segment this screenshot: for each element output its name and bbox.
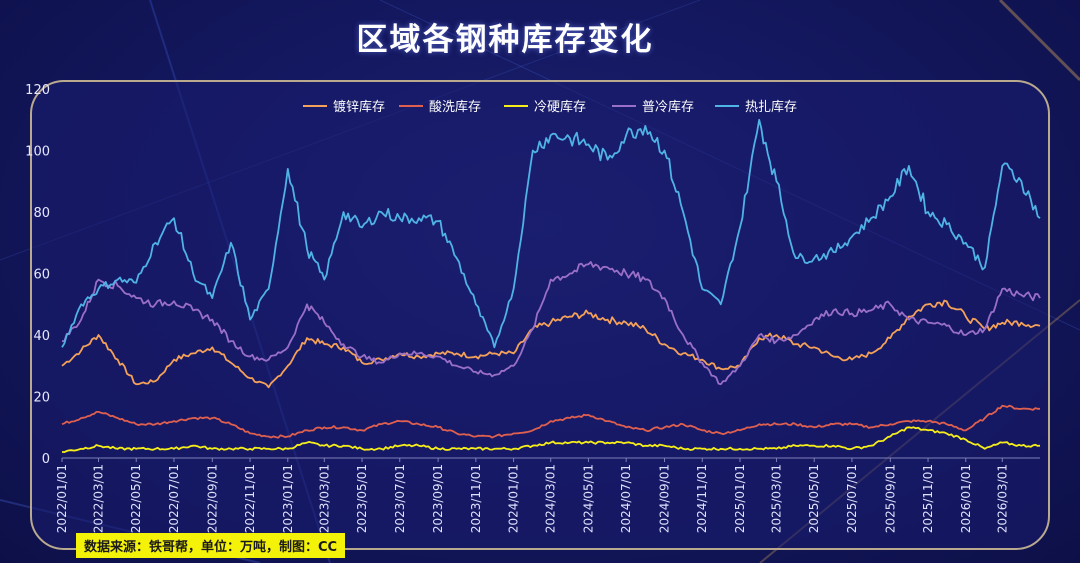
legend-label: 酸洗库存	[429, 99, 481, 115]
series-line-冷硬库存	[61, 426, 1041, 454]
x-tick-label: 2025/01/01	[733, 464, 747, 533]
x-tick-label: 2024/09/01	[658, 464, 672, 533]
x-tick-label: 2023/09/01	[431, 464, 445, 533]
legend-label: 镀锌库存	[333, 99, 385, 115]
x-tick-label: 2023/07/01	[393, 464, 407, 533]
x-tick-label: 2023/05/01	[355, 464, 369, 533]
x-tick-label: 2026/03/01	[995, 464, 1009, 533]
x-tick-label: 2025/09/01	[883, 464, 897, 533]
legend-label: 热扎库存	[745, 99, 797, 115]
series-line-镀锌库存	[61, 299, 1041, 389]
chart-panel	[30, 80, 1050, 550]
x-tick-label: 2022/09/01	[205, 464, 219, 533]
y-tick-label: 120	[25, 83, 50, 98]
x-tick-label: 2023/01/01	[281, 464, 295, 533]
y-tick-label: 100	[25, 145, 50, 160]
x-tick-label: 2022/01/01	[55, 464, 69, 533]
y-tick-label: 80	[33, 206, 50, 221]
x-tick-label: 2022/05/01	[129, 464, 143, 533]
x-tick-label: 2025/07/01	[845, 464, 859, 533]
x-tick-label: 2023/03/01	[317, 464, 331, 533]
x-tick-label: 2025/11/01	[921, 464, 935, 533]
x-tick-label: 2024/03/01	[544, 464, 558, 533]
source-note: 数据来源：铁哥帮，单位：万吨，制图：CC	[76, 533, 346, 558]
x-tick-label: 2024/05/01	[581, 464, 595, 533]
legend-label: 普冷库存	[642, 99, 694, 115]
legend: 镀锌库存 酸洗库存 冷硬库存 普冷库存 热扎库存	[303, 99, 797, 115]
x-tick-label: 2026/01/01	[959, 464, 973, 533]
y-tick-label: 60	[33, 268, 50, 283]
x-tick-label: 2024/07/01	[619, 464, 633, 533]
series-line-普冷库存	[61, 261, 1041, 386]
y-tick-label: 20	[33, 391, 50, 406]
x-tick-label: 2022/07/01	[167, 464, 181, 533]
x-tick-label: 2022/11/01	[243, 464, 257, 533]
series-line-热扎库存	[61, 118, 1041, 349]
x-tick-label: 2025/03/01	[769, 464, 783, 533]
x-tick-label: 2023/11/01	[469, 464, 483, 533]
series-line-酸洗库存	[61, 404, 1040, 439]
x-tick-label: 2022/03/01	[91, 464, 105, 533]
y-tick-label: 40	[33, 329, 50, 344]
y-tick-label: 0	[42, 452, 50, 467]
legend-label: 冷硬库存	[534, 99, 586, 115]
x-tick-label: 2025/05/01	[807, 464, 821, 533]
x-tick-label: 2024/11/01	[695, 464, 709, 533]
x-tick-label: 2024/01/01	[507, 464, 521, 533]
chart-title: 区域各钢种库存变化	[356, 22, 654, 58]
